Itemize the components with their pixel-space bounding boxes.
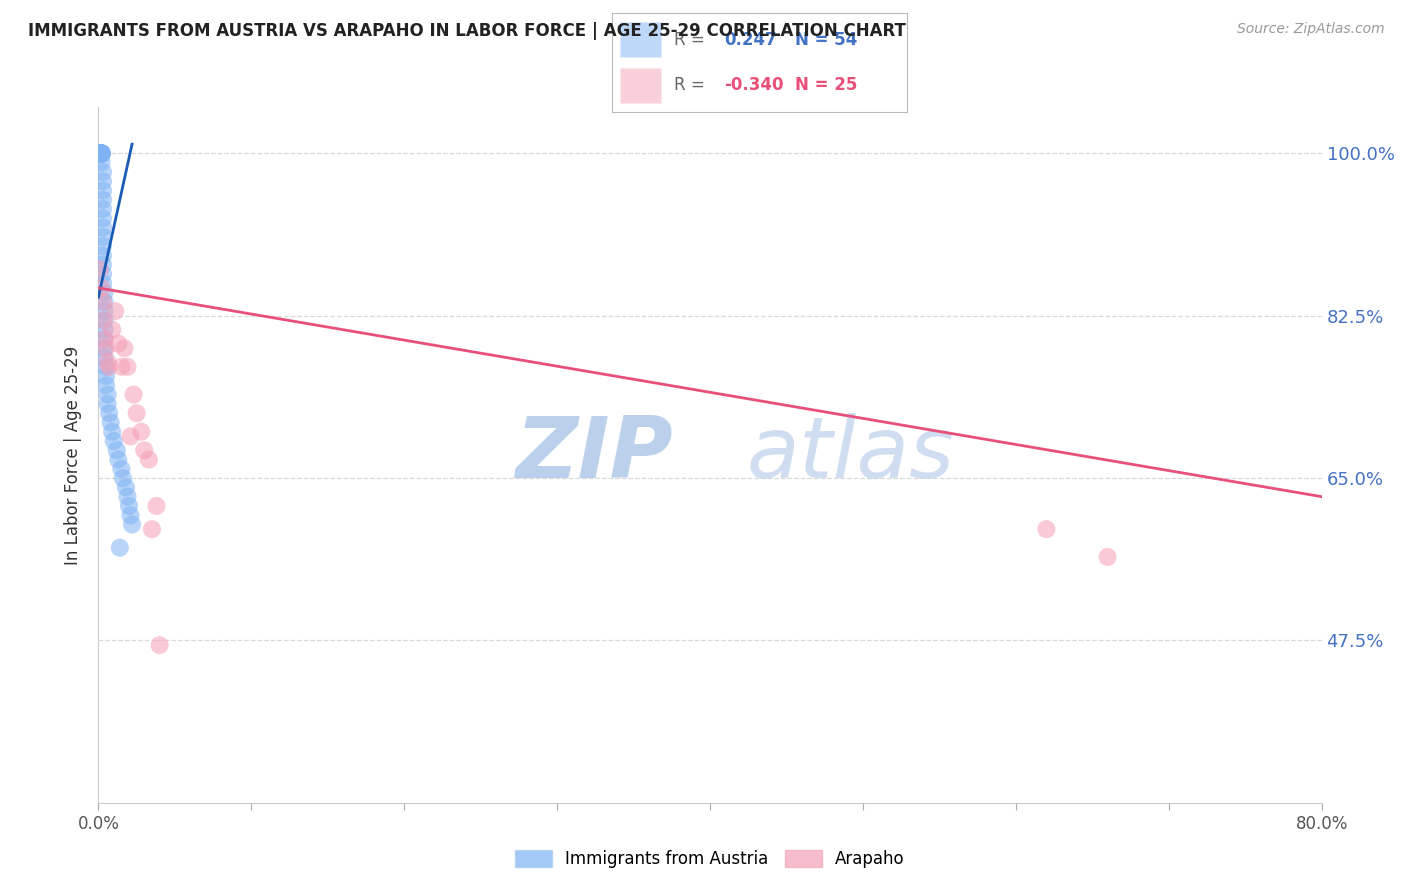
Point <box>90 146 112 161</box>
FancyBboxPatch shape <box>620 22 662 57</box>
Text: IMMIGRANTS FROM AUSTRIA VS ARAPAHO IN LABOR FORCE | AGE 25-29 CORRELATION CHART: IMMIGRANTS FROM AUSTRIA VS ARAPAHO IN LA… <box>28 22 905 40</box>
Point <box>117 490 139 504</box>
Point <box>120 508 142 523</box>
Point <box>94 369 117 384</box>
Point <box>110 462 132 476</box>
Point <box>91 267 114 281</box>
Point <box>115 480 138 494</box>
Point <box>121 517 143 532</box>
Text: -0.340: -0.340 <box>724 76 783 94</box>
Point <box>91 165 114 179</box>
Point <box>91 277 114 291</box>
Point <box>93 341 115 355</box>
Point <box>122 387 145 401</box>
Point <box>93 332 115 346</box>
Point <box>93 332 115 346</box>
Point <box>138 452 160 467</box>
Point <box>98 359 121 374</box>
Point <box>91 211 114 226</box>
Point <box>93 294 115 309</box>
Point <box>110 359 132 374</box>
Point <box>107 336 129 351</box>
Point <box>93 351 115 365</box>
Point <box>89 146 111 161</box>
Point <box>91 258 114 272</box>
Point <box>90 146 112 161</box>
Point <box>91 220 114 235</box>
Text: 0.247: 0.247 <box>724 31 776 49</box>
Point <box>90 146 112 161</box>
Point <box>97 387 120 401</box>
Point <box>89 262 111 277</box>
Point <box>90 146 112 161</box>
Point <box>112 341 135 355</box>
Text: ZIP: ZIP <box>516 413 673 497</box>
Point <box>90 146 112 161</box>
Point <box>91 193 114 207</box>
Point <box>94 359 117 374</box>
Point <box>149 638 172 652</box>
Point <box>117 359 139 374</box>
Text: N = 54: N = 54 <box>794 31 858 49</box>
Text: atlas: atlas <box>747 413 955 497</box>
Point <box>90 146 112 161</box>
Point <box>105 443 128 458</box>
Point <box>141 522 163 536</box>
Point <box>108 541 131 555</box>
Point <box>93 313 115 327</box>
Point <box>111 471 134 485</box>
Point <box>91 184 114 198</box>
Point <box>97 355 120 369</box>
Point <box>90 146 112 161</box>
Point <box>104 304 127 318</box>
Point <box>118 499 141 513</box>
Text: R =: R = <box>673 31 710 49</box>
Point <box>90 281 112 295</box>
Point <box>97 397 120 411</box>
Point <box>94 378 117 392</box>
Point <box>1097 549 1119 564</box>
Point <box>91 248 114 262</box>
Text: Source: ZipAtlas.com: Source: ZipAtlas.com <box>1237 22 1385 37</box>
Point <box>101 323 124 337</box>
Point <box>90 155 112 169</box>
Point <box>107 452 129 467</box>
Point <box>145 499 167 513</box>
Point <box>90 146 112 161</box>
Point <box>129 425 152 439</box>
Point <box>93 323 115 337</box>
Point <box>101 425 124 439</box>
Point <box>91 239 114 253</box>
Point <box>91 230 114 244</box>
Point <box>90 146 112 161</box>
Text: R =: R = <box>673 76 710 94</box>
Point <box>120 429 142 443</box>
Point <box>134 443 156 458</box>
Y-axis label: In Labor Force | Age 25-29: In Labor Force | Age 25-29 <box>65 345 83 565</box>
Point <box>91 313 114 327</box>
FancyBboxPatch shape <box>620 69 662 103</box>
Point <box>90 146 112 161</box>
Point <box>89 146 111 161</box>
Point <box>91 202 114 216</box>
Point <box>91 174 114 188</box>
Point <box>98 406 121 420</box>
Point <box>94 341 117 355</box>
Point <box>103 434 125 448</box>
Legend: Immigrants from Austria, Arapaho: Immigrants from Austria, Arapaho <box>509 843 911 874</box>
Point <box>90 146 112 161</box>
Point <box>1035 522 1057 536</box>
Point <box>100 416 122 430</box>
Point <box>93 285 115 300</box>
Text: N = 25: N = 25 <box>794 76 858 94</box>
Point <box>91 294 114 309</box>
Point <box>125 406 148 420</box>
Point <box>93 304 115 318</box>
